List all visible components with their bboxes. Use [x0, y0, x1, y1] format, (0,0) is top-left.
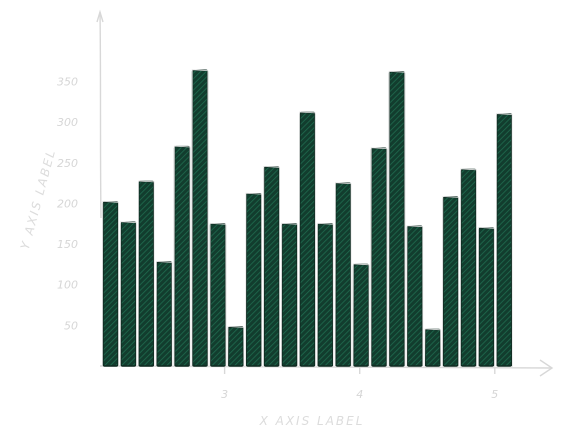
- bars-group: [102, 69, 513, 368]
- bar-outline-6: [191, 69, 209, 368]
- bar-20: [442, 196, 459, 367]
- bar-14: [335, 182, 352, 367]
- bar-outline-15: [352, 263, 370, 368]
- y-axis-title: Y AXIS LABEL: [18, 147, 58, 251]
- bar-outline-1: [102, 200, 119, 368]
- bar-8: [227, 326, 245, 367]
- bar-19: [424, 328, 441, 367]
- y-tick-label-50: 50: [64, 319, 78, 332]
- bar-outline-23: [495, 113, 513, 368]
- bar-21: [460, 168, 477, 367]
- bar-9: [245, 192, 262, 367]
- bar-outline-20: [442, 196, 460, 368]
- x-axis-arrow: [539, 359, 554, 377]
- bar-outline-12: [298, 111, 316, 368]
- bar-2: [120, 221, 137, 367]
- bar-outline-22: [477, 226, 495, 368]
- bar-7: [209, 223, 227, 367]
- y-tick-label-200: 200: [57, 198, 78, 211]
- bar-outline-7: [209, 222, 227, 368]
- bar-1: [102, 201, 119, 367]
- y-tick-label-300: 300: [57, 116, 78, 129]
- bar-10: [263, 166, 280, 367]
- x-tick-label-4: 4: [356, 388, 363, 401]
- x-tick-label-5: 5: [491, 388, 498, 401]
- bar-outline-10: [263, 165, 281, 368]
- bar-outline-21: [460, 168, 477, 368]
- bar-outline-4: [155, 261, 173, 368]
- bar-outline-5: [173, 145, 191, 368]
- bar-outline-2: [119, 221, 137, 368]
- bar-15: [352, 263, 370, 367]
- bar-outline-17: [388, 70, 406, 368]
- bar-outline-18: [406, 225, 424, 368]
- bar-22: [478, 227, 495, 367]
- bar-outline-16: [370, 147, 388, 368]
- bar-12: [299, 111, 316, 367]
- bar-17: [388, 71, 406, 367]
- bar-5: [173, 145, 191, 367]
- bar-outline-13: [316, 222, 334, 368]
- y-tick-label-150: 150: [57, 238, 78, 251]
- bar-outline-19: [424, 328, 442, 368]
- bar-3: [138, 180, 155, 367]
- bar-11: [281, 223, 298, 367]
- bar-13: [317, 223, 334, 367]
- y-tick-label-100: 100: [57, 279, 78, 292]
- y-axis-arrow: [96, 9, 104, 23]
- x-tick-labels: 3 4 5: [221, 367, 498, 401]
- y-tick-label-350: 350: [57, 76, 78, 89]
- y-axis-line: [99, 11, 102, 219]
- bar-6: [191, 69, 209, 367]
- bar-outline-3: [137, 180, 155, 368]
- bar-4: [155, 261, 173, 367]
- bar-outline-14: [334, 182, 352, 368]
- bar-18: [406, 225, 423, 367]
- bar-outline-11: [281, 222, 298, 368]
- y-tick-labels: 50 100 150 200 250 300 350: [57, 76, 78, 333]
- x-tick-label-3: 3: [221, 388, 228, 401]
- y-tick-label-250: 250: [57, 157, 78, 170]
- x-axis-title: X AXIS LABEL: [259, 414, 365, 428]
- bar-16: [370, 147, 388, 367]
- bar-outline-9: [245, 192, 263, 368]
- bar-outline-8: [227, 326, 245, 368]
- bar-23: [496, 113, 513, 367]
